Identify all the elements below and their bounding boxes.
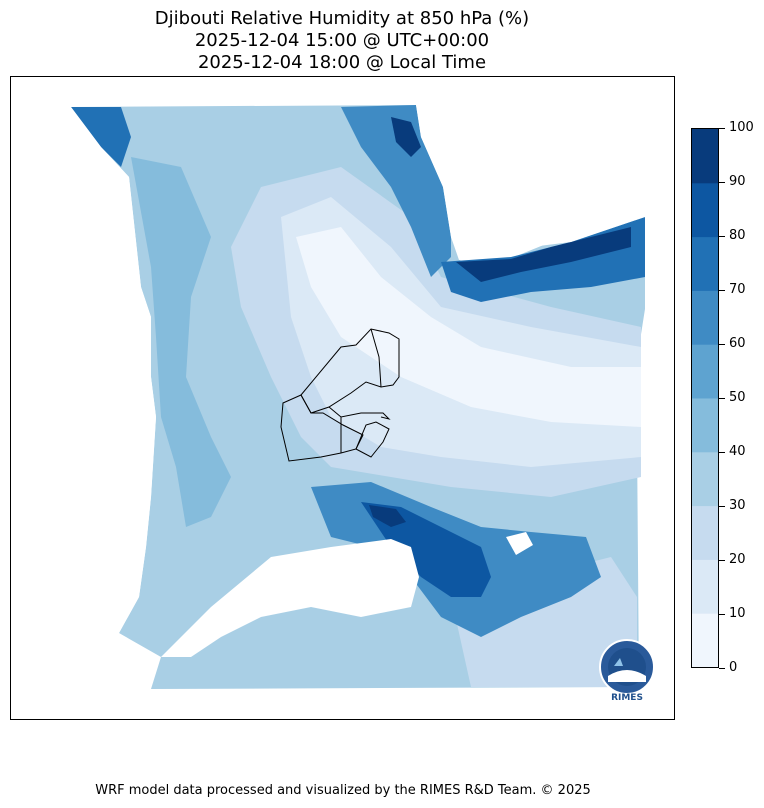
colorbar-band-5 bbox=[692, 344, 718, 399]
field-north-humid-band bbox=[341, 105, 451, 277]
colorbar-tick bbox=[719, 397, 725, 399]
field-40-50-left bbox=[131, 157, 231, 527]
colorbar-band-7 bbox=[692, 236, 718, 291]
colorbar-tick bbox=[719, 613, 725, 615]
colorbar-tick-label: 70 bbox=[729, 282, 746, 297]
no-data-southwest-land bbox=[161, 539, 419, 657]
field-north-core bbox=[391, 117, 421, 157]
colorbar-band-8 bbox=[692, 182, 718, 238]
rimes-logo-emblem bbox=[599, 639, 655, 695]
no-data-west bbox=[11, 77, 156, 689]
field-0-10 bbox=[296, 227, 641, 427]
colorbar-tick bbox=[719, 289, 725, 291]
title-line-1: Djibouti Relative Humidity at 850 hPa (%… bbox=[154, 8, 530, 29]
colorbar-gradient bbox=[692, 129, 718, 668]
colorbar-tick bbox=[719, 451, 725, 453]
colorbar-tick bbox=[719, 235, 725, 237]
colorbar-band-9 bbox=[692, 129, 718, 184]
footer-credit: WRF model data processed and visualized … bbox=[95, 783, 591, 798]
no-data-northeast bbox=[416, 105, 674, 260]
colorbar-tick bbox=[719, 343, 725, 345]
colorbar-tick bbox=[719, 559, 725, 561]
colorbar-band-2 bbox=[692, 505, 718, 560]
colorbar-tick bbox=[719, 127, 725, 129]
colorbar-tick-label: 80 bbox=[729, 228, 746, 243]
colorbar-tick-label: 90 bbox=[729, 174, 746, 189]
field-south-deep-core bbox=[369, 505, 406, 527]
colorbar-tick-label: 40 bbox=[729, 444, 746, 459]
colorbar-tick-label: 50 bbox=[729, 390, 746, 405]
colorbar-tick bbox=[719, 667, 725, 669]
title-line-2: 2025-12-04 15:00 @ UTC+00:00 bbox=[194, 30, 490, 51]
rimes-logo-text: RIMES bbox=[611, 693, 643, 703]
colorbar-tick-label: 100 bbox=[729, 120, 754, 135]
colorbar bbox=[691, 128, 719, 668]
colorbar-tick-label: 60 bbox=[729, 336, 746, 351]
colorbar-band-0 bbox=[692, 613, 718, 668]
colorbar-tick bbox=[719, 181, 725, 183]
colorbar-tick bbox=[719, 505, 725, 507]
colorbar-band-3 bbox=[692, 451, 718, 507]
colorbar-tick-label: 0 bbox=[729, 660, 738, 675]
djibouti-boundaries bbox=[280, 328, 400, 462]
colorbar-band-1 bbox=[692, 559, 718, 614]
rimes-logo: RIMES bbox=[592, 636, 662, 706]
colorbar-tick-label: 20 bbox=[729, 552, 746, 567]
colorbar-tick-label: 10 bbox=[729, 606, 746, 621]
humidity-map bbox=[11, 77, 674, 719]
map-frame bbox=[10, 76, 675, 720]
colorbar-band-4 bbox=[692, 398, 718, 453]
no-data-south-pocket bbox=[506, 532, 533, 555]
title-line-3: 2025-12-04 18:00 @ Local Time bbox=[197, 52, 487, 73]
field-northeast-core bbox=[456, 227, 631, 282]
colorbar-band-6 bbox=[692, 290, 718, 345]
field-northwest-humid bbox=[71, 107, 131, 167]
colorbar-tick-label: 30 bbox=[729, 498, 746, 513]
